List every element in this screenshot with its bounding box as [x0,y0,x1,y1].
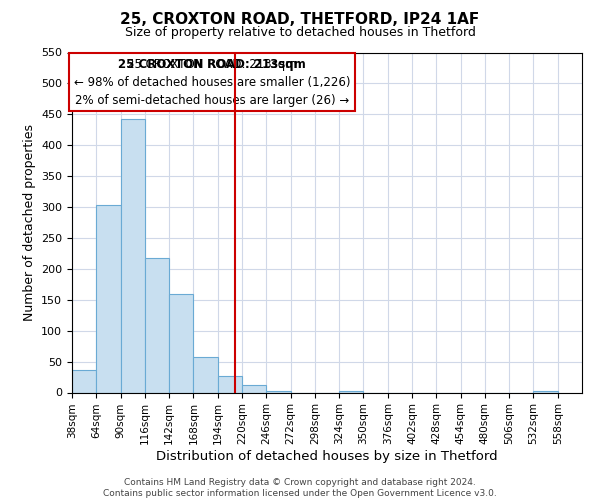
Bar [533,390,558,392]
Y-axis label: Number of detached properties: Number of detached properties [23,124,35,321]
Bar [96,205,121,392]
Text: Size of property relative to detached houses in Thetford: Size of property relative to detached ho… [125,26,475,39]
Bar [145,258,169,392]
Bar [193,358,218,392]
Bar [339,390,364,392]
Bar [266,390,290,392]
Bar [72,370,96,392]
Text: Contains HM Land Registry data © Crown copyright and database right 2024.
Contai: Contains HM Land Registry data © Crown c… [103,478,497,498]
Bar [242,385,266,392]
Bar [121,118,145,392]
X-axis label: Distribution of detached houses by size in Thetford: Distribution of detached houses by size … [156,450,498,463]
Bar [169,294,193,392]
Text: 25 CROXTON ROAD: 213sqm
← 98% of detached houses are smaller (1,226)
2% of semi-: 25 CROXTON ROAD: 213sqm ← 98% of detache… [74,58,350,106]
Text: 25 CROXTON ROAD: 213sqm: 25 CROXTON ROAD: 213sqm [118,58,306,124]
Text: 25, CROXTON ROAD, THETFORD, IP24 1AF: 25, CROXTON ROAD, THETFORD, IP24 1AF [121,12,479,28]
Bar [218,376,242,392]
